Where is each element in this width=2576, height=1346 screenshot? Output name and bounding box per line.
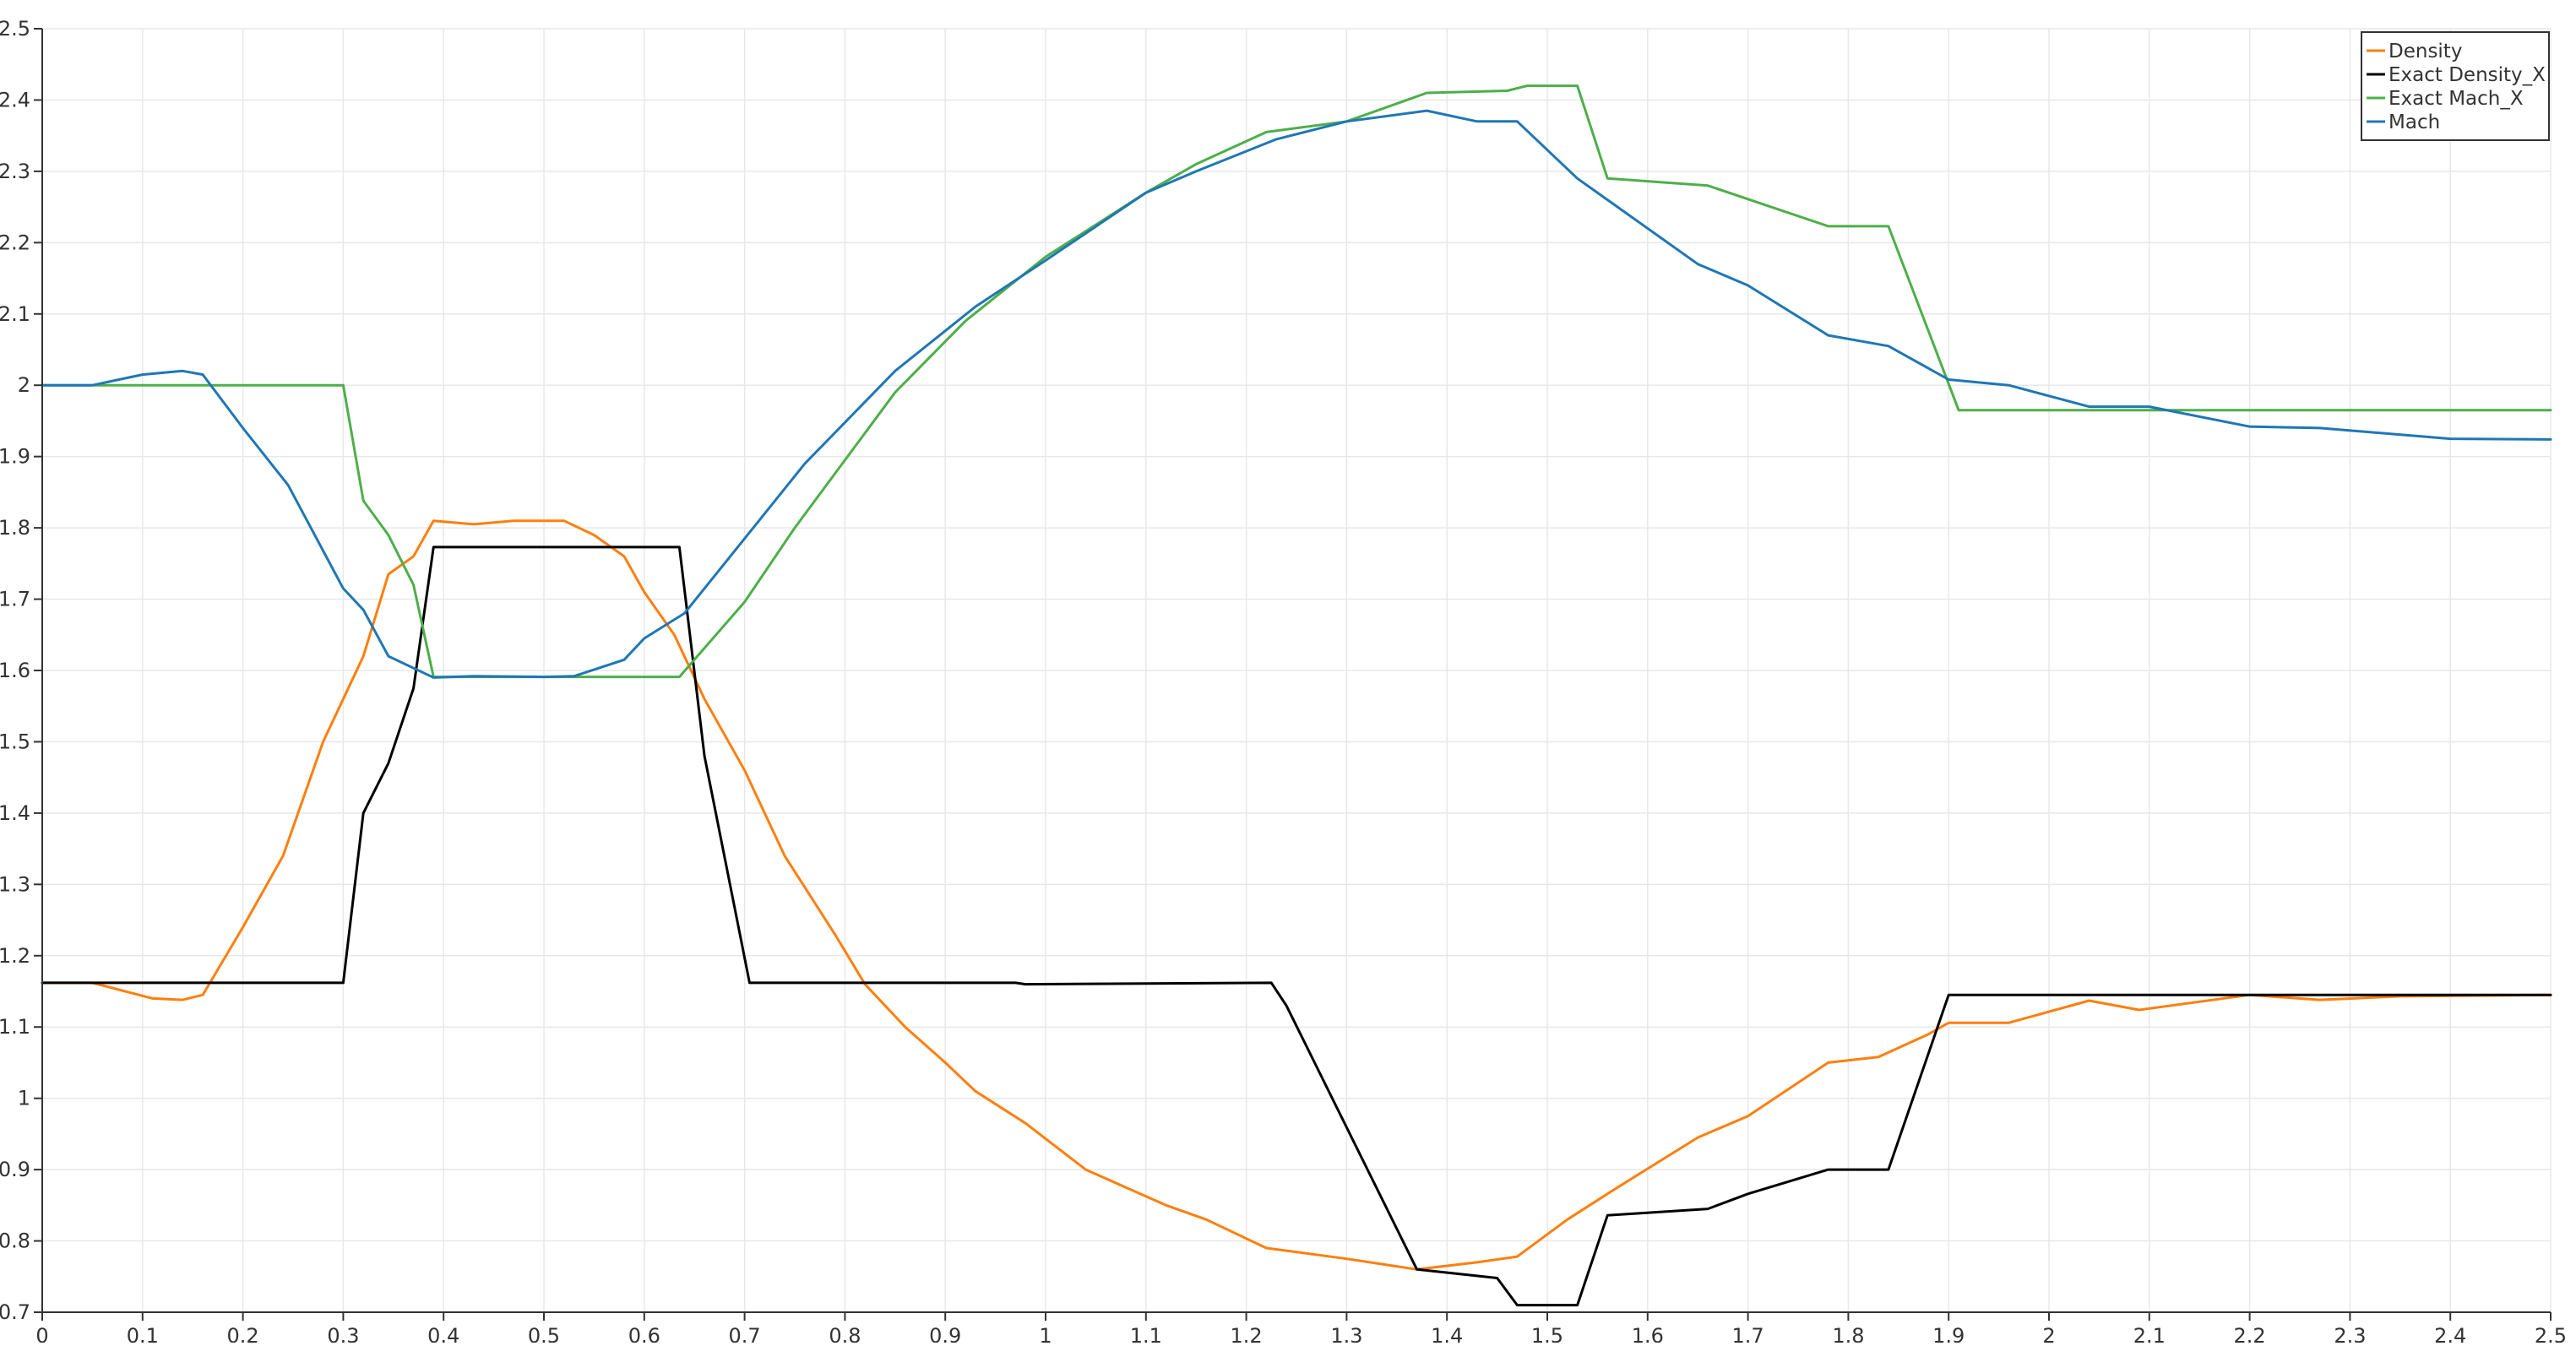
x-tick-label: 1.6 bbox=[1632, 1324, 1664, 1343]
y-tick-label: 0.7 bbox=[0, 1300, 30, 1324]
x-tick-label: 0.9 bbox=[929, 1324, 961, 1343]
x-tick-label: 0.3 bbox=[327, 1324, 359, 1343]
y-tick-label: 1.9 bbox=[0, 445, 30, 469]
x-tick-label: 2.4 bbox=[2434, 1324, 2466, 1343]
x-tick-label: 0.4 bbox=[427, 1324, 459, 1343]
grid bbox=[41, 28, 2552, 1313]
y-tick-label: 1.6 bbox=[0, 659, 30, 682]
axes: 0 0.1 0.2 0.3 0.4 0.5 0.6 0.7 0.8 0.9 1 1.1 1.2 1.3 1.… bbox=[0, 17, 2567, 1346]
x-tick-label: 1 bbox=[1039, 1324, 1052, 1343]
y-tick-label: 1.4 bbox=[0, 801, 30, 825]
series-line-density bbox=[41, 519, 2552, 1271]
x-tick-label: 2 bbox=[2042, 1324, 2055, 1343]
x-tick-label: 0 bbox=[35, 1324, 48, 1343]
y-tick-label: 1.7 bbox=[0, 588, 30, 611]
y-tick-label: 1.3 bbox=[0, 872, 30, 896]
y-tick-label: 2.2 bbox=[0, 231, 30, 254]
x-tick-label: 1.7 bbox=[1732, 1324, 1764, 1343]
y-tick-label: 1.5 bbox=[0, 730, 30, 753]
x-tick-label: 0.7 bbox=[729, 1324, 761, 1343]
series-lines bbox=[41, 84, 2552, 1307]
x-tick-label: 2.1 bbox=[2133, 1324, 2166, 1343]
x-tick-label: 1.5 bbox=[1531, 1324, 1563, 1343]
y-tick-label: 2 bbox=[18, 373, 30, 397]
x-tick-label: 1.3 bbox=[1330, 1324, 1362, 1343]
x-tick-label: 1.4 bbox=[1431, 1324, 1463, 1343]
y-tick-label: 1 bbox=[18, 1087, 30, 1110]
x-tick-label: 0.5 bbox=[528, 1324, 560, 1343]
series-line-mach bbox=[41, 109, 2552, 679]
y-tick-label: 2.5 bbox=[0, 17, 30, 41]
y-tick-label: 2.1 bbox=[0, 302, 30, 326]
legend-label: Mach bbox=[2389, 111, 2440, 133]
series-line-exact-density-x bbox=[41, 545, 2552, 1307]
x-tick-label: 1.2 bbox=[1231, 1324, 1263, 1343]
legend-box bbox=[2361, 31, 2550, 141]
x-tick-label: 1.8 bbox=[1832, 1324, 1864, 1343]
y-tick-label: 2.4 bbox=[0, 88, 30, 111]
y-tick-label: 0.9 bbox=[0, 1158, 30, 1181]
x-tick-label: 1.1 bbox=[1130, 1324, 1162, 1343]
x-tick-label: 0.2 bbox=[227, 1324, 259, 1343]
y-tick-label: 1.8 bbox=[0, 516, 30, 540]
y-tick-label: 0.8 bbox=[0, 1229, 30, 1253]
series-line-exact-mach-x bbox=[41, 84, 2552, 679]
y-tick-label: 1.1 bbox=[0, 1015, 30, 1039]
legend-label: Exact Mach_X bbox=[2389, 88, 2524, 110]
x-tick-label: 2.2 bbox=[2234, 1324, 2266, 1343]
x-tick-label: 2.5 bbox=[2535, 1324, 2567, 1343]
legend-label: Exact Density_X bbox=[2389, 64, 2546, 86]
legend-label: Density bbox=[2389, 41, 2462, 62]
x-tick-label: 0.1 bbox=[127, 1324, 159, 1343]
x-tick-label: 2.3 bbox=[2334, 1324, 2366, 1343]
y-tick-label: 2.3 bbox=[0, 160, 30, 183]
y-tick-label: 1.2 bbox=[0, 944, 30, 968]
x-tick-label: 0.8 bbox=[829, 1324, 861, 1343]
x-tick-label: 1.9 bbox=[1932, 1324, 1965, 1343]
x-tick-label: 0.6 bbox=[628, 1324, 660, 1343]
